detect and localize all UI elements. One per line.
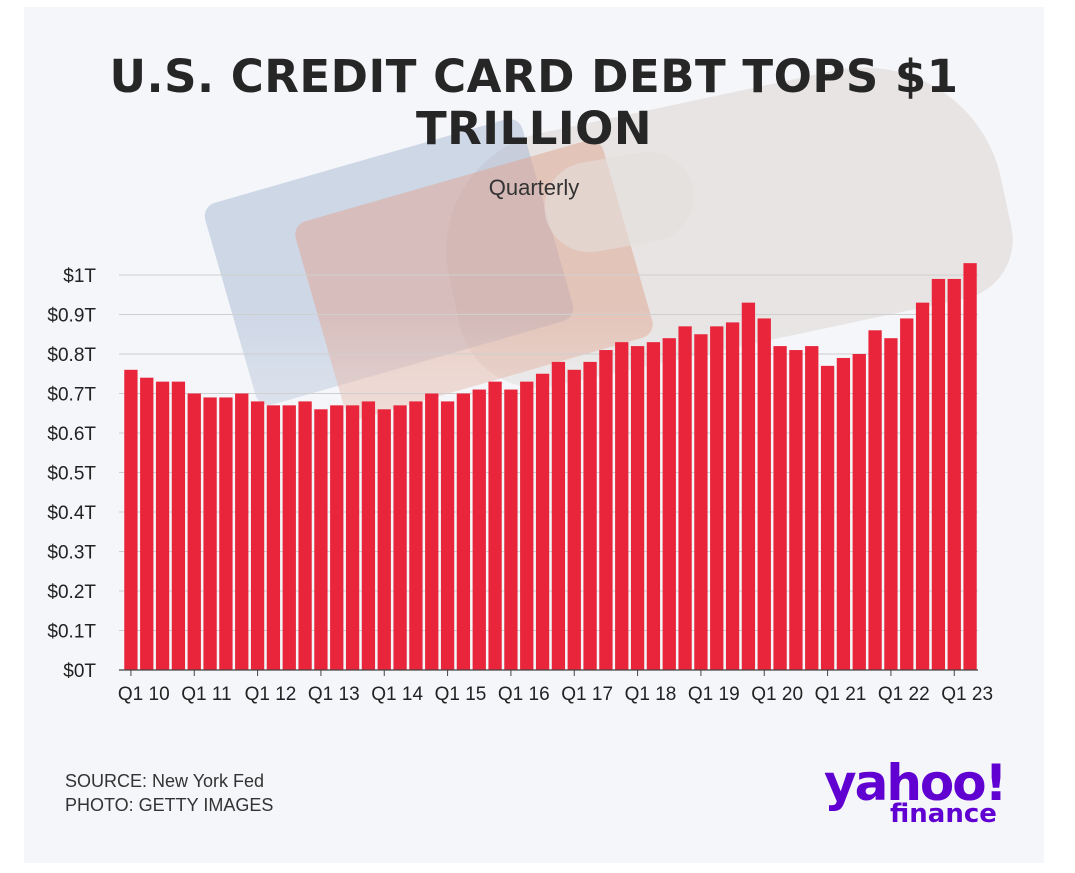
- bar-q3-16: [535, 373, 550, 670]
- bar-q1-18: [630, 346, 645, 670]
- x-tick-label: Q1 13: [308, 684, 360, 705]
- y-tick-label: $1T: [63, 266, 96, 287]
- bar-q1-13: [314, 409, 328, 670]
- bar-q1-19: [694, 334, 708, 670]
- bar-q4-21: [868, 330, 882, 670]
- bar-q2-19: [710, 326, 724, 670]
- bar-q4-18: [678, 326, 692, 670]
- bar-q2-12: [266, 405, 281, 670]
- x-tick-label: Q1 20: [751, 684, 803, 705]
- bar-q4-11: [235, 393, 249, 670]
- bar-q3-20: [789, 350, 803, 670]
- bar-q1-21: [820, 365, 835, 670]
- bar-q1-23: [947, 278, 961, 670]
- chart-card: U.S. CREDIT CARD DEBT TOPS $1 TRILLION Q…: [24, 7, 1044, 863]
- y-tick-label: $0.7T: [47, 385, 96, 406]
- bar-q2-14: [393, 405, 407, 670]
- bars: [124, 263, 977, 670]
- bar-q4-22: [931, 278, 946, 670]
- chart-subtitle: Quarterly: [488, 175, 580, 200]
- x-axis-ticks: Q1 10 Q1 11 Q1 12 Q1 13 Q1 14 Q1 15 Q1 16 Q1 17…: [118, 670, 993, 705]
- y-tick-label: $0.6T: [47, 424, 96, 445]
- x-tick-label: Q1 17: [561, 684, 613, 705]
- y-axis-ticks: $0T $0.1T $0.2T $0.3T $0.4T $0.5T $0.6T $0.7T $0…: [47, 266, 96, 682]
- bar-q4-13: [361, 401, 376, 670]
- bar-q3-18: [662, 338, 676, 670]
- y-tick-label: $0.4T: [47, 503, 96, 524]
- y-tick-label: $0.3T: [47, 543, 96, 564]
- logo-wordmark: yahoo!: [824, 754, 1007, 812]
- bar-q3-10: [155, 381, 170, 670]
- bar-q2-15: [456, 393, 471, 670]
- x-tick-label: Q1 15: [435, 684, 487, 705]
- bar-q4-15: [488, 381, 502, 670]
- source-note: SOURCE: New York Fed PHOTO: GETTY IMAGES: [65, 769, 273, 817]
- bar-q4-19: [741, 302, 756, 670]
- x-tick-label: Q1 12: [245, 684, 297, 705]
- y-tick-label: $0.5T: [47, 464, 96, 485]
- bar-q1-15: [440, 401, 455, 670]
- bar-q4-10: [171, 381, 186, 670]
- x-tick-label: Q1 16: [498, 684, 550, 705]
- bar-q1-22: [884, 338, 898, 670]
- bar-q1-17: [567, 369, 581, 670]
- bar-q1-20: [757, 318, 771, 670]
- bar-q3-11: [219, 397, 233, 670]
- bar-q1-14: [377, 409, 391, 670]
- bar-q3-21: [852, 354, 866, 670]
- bar-q1-11: [187, 393, 201, 670]
- bar-q2-18: [646, 342, 661, 670]
- bar-q4-16: [551, 361, 566, 670]
- bar-q1-12: [250, 401, 265, 670]
- bar-q2-17: [583, 361, 597, 670]
- bar-q2-23: [963, 263, 977, 670]
- x-tick-label: Q1 14: [371, 684, 423, 705]
- bar-q3-13: [345, 405, 360, 670]
- x-tick-label: Q1 23: [941, 684, 993, 705]
- y-tick-label: $0.9T: [47, 306, 96, 327]
- x-tick-label: Q1 18: [625, 684, 677, 705]
- chart-title: U.S. CREDIT CARD DEBT TOPS $1 TRILLION: [109, 50, 959, 155]
- bar-q3-15: [472, 389, 486, 670]
- bar-q4-12: [298, 401, 312, 670]
- logo-subtext: finance: [890, 799, 997, 829]
- bar-q4-20: [805, 346, 819, 670]
- bar-q1-16: [504, 389, 518, 670]
- x-tick-label: Q1 22: [878, 684, 930, 705]
- source-credit: SOURCE: New York Fed: [65, 771, 265, 791]
- bar-q2-16: [520, 381, 534, 670]
- photo-credit: PHOTO: GETTY IMAGES: [65, 795, 274, 815]
- bar-q2-11: [203, 397, 217, 670]
- bar-q2-13: [330, 405, 344, 670]
- bar-q4-14: [425, 393, 439, 670]
- bar-q1-10: [124, 369, 138, 670]
- yahoo-finance-logo: yahoo! finance: [824, 755, 1024, 835]
- bar-q3-22: [915, 302, 930, 670]
- y-tick-label: $0.1T: [47, 622, 96, 643]
- bar-q3-17: [599, 350, 613, 670]
- bar-q4-17: [615, 342, 629, 670]
- x-tick-label: Q1 19: [688, 684, 740, 705]
- bar-q3-14: [409, 401, 423, 670]
- bar-q2-22: [900, 318, 914, 670]
- x-tick-label: Q1 10: [118, 684, 170, 705]
- y-tick-label: $0T: [63, 661, 96, 682]
- bar-q3-19: [725, 322, 740, 670]
- y-tick-label: $0.2T: [47, 582, 96, 603]
- x-tick-label: Q1 21: [815, 684, 867, 705]
- y-tick-label: $0.8T: [47, 345, 96, 366]
- bar-q2-20: [773, 346, 787, 670]
- bar-chart: $0T $0.1T $0.2T $0.3T $0.4T $0.5T $0.6T $0.7T $0…: [47, 263, 993, 705]
- x-tick-label: Q1 11: [181, 684, 231, 705]
- bar-q2-10: [140, 377, 154, 670]
- bar-q3-12: [282, 405, 296, 670]
- bar-q2-21: [836, 357, 851, 670]
